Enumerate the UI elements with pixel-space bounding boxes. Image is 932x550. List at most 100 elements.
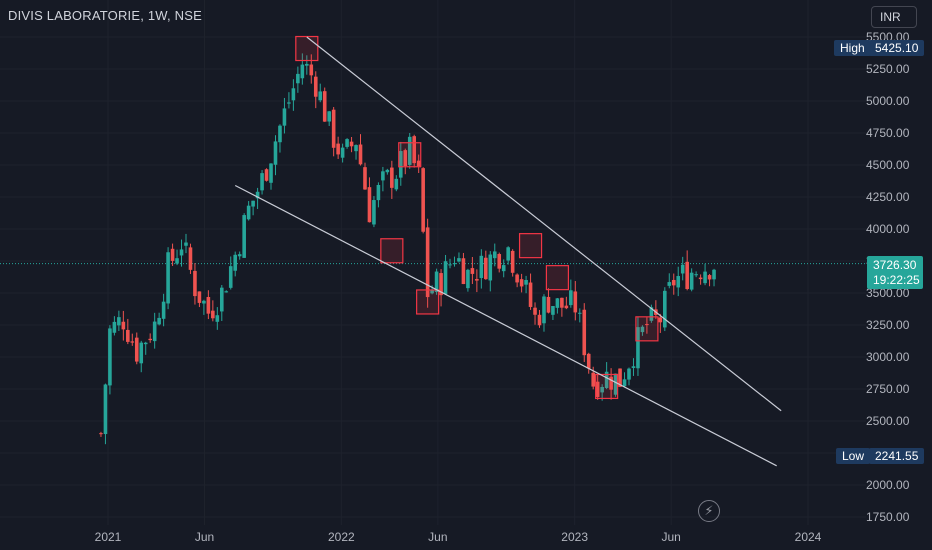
candle-body bbox=[555, 298, 560, 308]
candle-body bbox=[188, 247, 193, 270]
candle-body bbox=[237, 254, 242, 257]
candle-body bbox=[327, 111, 331, 122]
candle-body bbox=[305, 63, 309, 66]
candle-body bbox=[367, 187, 372, 223]
candle-body bbox=[372, 200, 376, 225]
candle-body bbox=[425, 227, 430, 298]
candle-body bbox=[175, 258, 179, 264]
candle-body bbox=[206, 296, 211, 314]
grid bbox=[0, 0, 866, 525]
candle-body bbox=[255, 191, 260, 199]
highlight-box bbox=[635, 316, 659, 342]
candle-body bbox=[636, 327, 640, 369]
lightning-icon[interactable]: ⚡ bbox=[698, 500, 720, 522]
candle-body bbox=[300, 64, 305, 79]
candle-body bbox=[676, 276, 681, 288]
candle-body bbox=[269, 163, 273, 183]
candle-body bbox=[309, 64, 314, 76]
candle-body bbox=[519, 279, 524, 287]
candle-body bbox=[264, 169, 269, 181]
candle-body bbox=[600, 386, 604, 393]
candle-body bbox=[184, 242, 188, 246]
candle-body bbox=[278, 125, 282, 143]
time-tick: 2021 bbox=[94, 530, 122, 544]
candle-body bbox=[430, 290, 434, 294]
candle-body bbox=[251, 200, 255, 207]
low-label: Low bbox=[836, 448, 871, 464]
candle-body bbox=[613, 373, 618, 395]
candle-body bbox=[663, 290, 667, 328]
candle-body bbox=[510, 250, 515, 273]
candle-body bbox=[412, 136, 417, 164]
candle-body bbox=[712, 269, 716, 280]
candle-body bbox=[470, 268, 475, 274]
candle-body bbox=[707, 275, 712, 280]
time-tick: 2023 bbox=[561, 530, 589, 544]
candle-body bbox=[398, 151, 403, 178]
candle-body bbox=[703, 271, 707, 284]
candle-body bbox=[573, 291, 578, 313]
candle-body bbox=[524, 279, 528, 285]
candle-body bbox=[143, 342, 148, 345]
candle-body bbox=[193, 270, 197, 297]
candle-body bbox=[287, 102, 291, 104]
candle-body bbox=[331, 109, 336, 148]
candle-body bbox=[506, 247, 510, 261]
candle-body bbox=[345, 139, 349, 147]
candle-body bbox=[228, 266, 233, 288]
candle-body bbox=[322, 91, 327, 122]
candle-body bbox=[108, 328, 112, 386]
candle-body bbox=[166, 252, 170, 304]
price-tick: 3000.00 bbox=[866, 350, 910, 364]
candle-body bbox=[197, 291, 202, 303]
time-tick: Jun bbox=[194, 530, 215, 544]
candle-body bbox=[582, 309, 587, 356]
candle-body bbox=[671, 279, 676, 286]
candle-body bbox=[497, 254, 502, 269]
highlight-box bbox=[380, 238, 404, 264]
candle-body bbox=[260, 173, 264, 191]
candle-body bbox=[475, 279, 479, 281]
price-tick: 3250.00 bbox=[866, 318, 910, 332]
candle-body bbox=[336, 143, 340, 155]
price-tick: 2750.00 bbox=[866, 382, 910, 396]
time-tick: 2022 bbox=[327, 530, 355, 544]
bar-countdown: 19:22:25 bbox=[867, 271, 923, 289]
candle-body bbox=[130, 341, 135, 343]
candle-body bbox=[376, 184, 381, 201]
candle-body bbox=[569, 290, 573, 306]
candle-body bbox=[685, 261, 689, 290]
candle-body bbox=[631, 366, 636, 368]
candle-body bbox=[645, 324, 649, 326]
candle-body bbox=[546, 296, 551, 313]
candles bbox=[99, 53, 716, 445]
highlight-box bbox=[545, 265, 570, 291]
candle-body bbox=[296, 73, 300, 84]
highlight-box bbox=[518, 233, 543, 259]
high-label: High bbox=[834, 40, 871, 56]
price-tick: 4500.00 bbox=[866, 158, 910, 172]
time-tick: Jun bbox=[428, 530, 448, 544]
candle-body bbox=[604, 371, 609, 389]
highlight-zones bbox=[295, 35, 659, 400]
candle-body bbox=[640, 326, 645, 333]
candle-body bbox=[211, 310, 215, 319]
candle-body bbox=[501, 265, 506, 272]
candle-body bbox=[103, 384, 108, 435]
candle-body bbox=[282, 108, 287, 126]
candle-body bbox=[622, 379, 627, 387]
candle-body bbox=[434, 271, 439, 292]
candle-body bbox=[479, 255, 484, 279]
price-tick: 4750.00 bbox=[866, 126, 910, 140]
candle-body bbox=[219, 287, 224, 312]
high-value: 5425.10 bbox=[869, 40, 925, 56]
candle-body bbox=[595, 381, 600, 397]
currency-button[interactable]: INR bbox=[871, 6, 917, 28]
candle-body bbox=[667, 282, 672, 286]
candle-body bbox=[416, 160, 421, 167]
candle-body bbox=[390, 167, 394, 188]
price-tick: 3500.00 bbox=[866, 286, 910, 300]
chart-title: DIVIS LABORATORIE, 1W, NSE bbox=[8, 8, 202, 23]
candle-body bbox=[564, 305, 569, 309]
